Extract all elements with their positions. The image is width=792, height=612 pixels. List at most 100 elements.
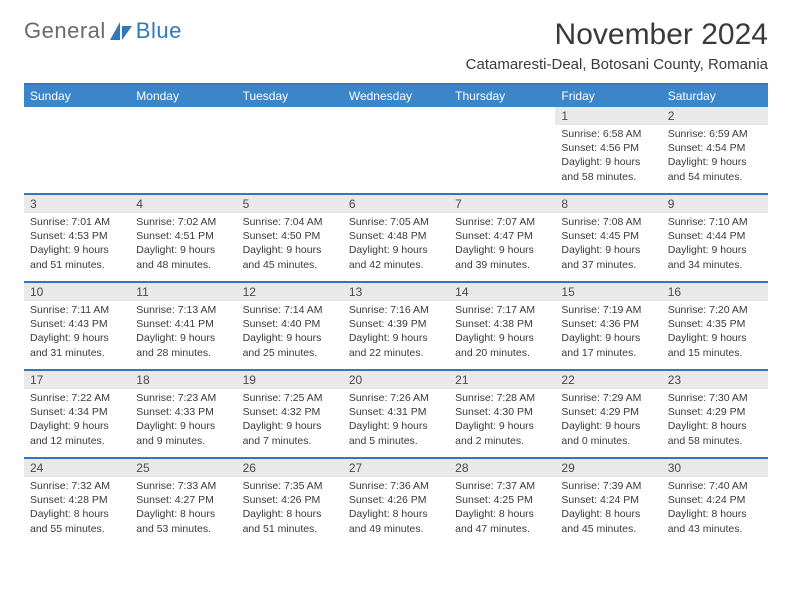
daylight-text: Daylight: 9 hours and 5 minutes. — [349, 419, 443, 447]
sunset-text: Sunset: 4:36 PM — [561, 317, 655, 331]
sunset-text: Sunset: 4:30 PM — [455, 405, 549, 419]
day-details: Sunrise: 7:23 AMSunset: 4:33 PMDaylight:… — [130, 389, 236, 452]
week-row: 24Sunrise: 7:32 AMSunset: 4:28 PMDayligh… — [24, 459, 768, 545]
brand-word-general: General — [24, 18, 106, 44]
day-number: 25 — [130, 459, 236, 477]
day-number — [130, 107, 236, 125]
sunrise-text: Sunrise: 7:16 AM — [349, 303, 443, 317]
sunset-text: Sunset: 4:39 PM — [349, 317, 443, 331]
sunrise-text: Sunrise: 7:25 AM — [243, 391, 337, 405]
day-cell: 15Sunrise: 7:19 AMSunset: 4:36 PMDayligh… — [555, 283, 661, 369]
sunrise-text: Sunrise: 6:59 AM — [668, 127, 762, 141]
sunset-text: Sunset: 4:54 PM — [668, 141, 762, 155]
sunrise-text: Sunrise: 7:39 AM — [561, 479, 655, 493]
sunrise-text: Sunrise: 7:30 AM — [668, 391, 762, 405]
sunset-text: Sunset: 4:26 PM — [349, 493, 443, 507]
sunrise-text: Sunrise: 7:40 AM — [668, 479, 762, 493]
day-cell: 5Sunrise: 7:04 AMSunset: 4:50 PMDaylight… — [237, 195, 343, 281]
day-details: Sunrise: 7:40 AMSunset: 4:24 PMDaylight:… — [662, 477, 768, 540]
week-row: 17Sunrise: 7:22 AMSunset: 4:34 PMDayligh… — [24, 371, 768, 459]
day-cell: 13Sunrise: 7:16 AMSunset: 4:39 PMDayligh… — [343, 283, 449, 369]
day-cell: 29Sunrise: 7:39 AMSunset: 4:24 PMDayligh… — [555, 459, 661, 545]
daylight-text: Daylight: 9 hours and 2 minutes. — [455, 419, 549, 447]
sunrise-text: Sunrise: 7:22 AM — [30, 391, 124, 405]
weekday-header: Sunday — [24, 85, 130, 107]
daylight-text: Daylight: 9 hours and 51 minutes. — [30, 243, 124, 271]
day-cell: 12Sunrise: 7:14 AMSunset: 4:40 PMDayligh… — [237, 283, 343, 369]
sunrise-text: Sunrise: 7:08 AM — [561, 215, 655, 229]
day-details: Sunrise: 7:26 AMSunset: 4:31 PMDaylight:… — [343, 389, 449, 452]
week-row: 1Sunrise: 6:58 AMSunset: 4:56 PMDaylight… — [24, 107, 768, 195]
sunset-text: Sunset: 4:34 PM — [30, 405, 124, 419]
sunset-text: Sunset: 4:32 PM — [243, 405, 337, 419]
day-number: 8 — [555, 195, 661, 213]
day-number: 12 — [237, 283, 343, 301]
day-number: 16 — [662, 283, 768, 301]
day-details: Sunrise: 7:16 AMSunset: 4:39 PMDaylight:… — [343, 301, 449, 364]
daylight-text: Daylight: 8 hours and 45 minutes. — [561, 507, 655, 535]
day-number: 15 — [555, 283, 661, 301]
sunset-text: Sunset: 4:43 PM — [30, 317, 124, 331]
day-number: 21 — [449, 371, 555, 389]
weekday-header: Tuesday — [237, 85, 343, 107]
day-cell — [449, 107, 555, 193]
day-cell: 21Sunrise: 7:28 AMSunset: 4:30 PMDayligh… — [449, 371, 555, 457]
daylight-text: Daylight: 9 hours and 34 minutes. — [668, 243, 762, 271]
day-details: Sunrise: 7:17 AMSunset: 4:38 PMDaylight:… — [449, 301, 555, 364]
day-number: 6 — [343, 195, 449, 213]
daylight-text: Daylight: 9 hours and 58 minutes. — [561, 155, 655, 183]
sunset-text: Sunset: 4:24 PM — [668, 493, 762, 507]
sunrise-text: Sunrise: 7:36 AM — [349, 479, 443, 493]
sunrise-text: Sunrise: 7:10 AM — [668, 215, 762, 229]
sunrise-text: Sunrise: 7:33 AM — [136, 479, 230, 493]
day-details: Sunrise: 7:05 AMSunset: 4:48 PMDaylight:… — [343, 213, 449, 276]
sunrise-text: Sunrise: 7:20 AM — [668, 303, 762, 317]
daylight-text: Daylight: 8 hours and 58 minutes. — [668, 419, 762, 447]
location-subtitle: Catamaresti-Deal, Botosani County, Roman… — [466, 56, 768, 73]
day-details: Sunrise: 7:11 AMSunset: 4:43 PMDaylight:… — [24, 301, 130, 364]
daylight-text: Daylight: 9 hours and 28 minutes. — [136, 331, 230, 359]
daylight-text: Daylight: 8 hours and 53 minutes. — [136, 507, 230, 535]
sunset-text: Sunset: 4:29 PM — [668, 405, 762, 419]
weekday-header-row: Sunday Monday Tuesday Wednesday Thursday… — [24, 85, 768, 107]
day-cell: 23 Sunrise: 7:30 AMSunset: 4:29 PMDayligh… — [662, 371, 768, 457]
sunrise-text: Sunrise: 7:13 AM — [136, 303, 230, 317]
sunrise-text: Sunrise: 7:05 AM — [349, 215, 443, 229]
daylight-text: Daylight: 9 hours and 25 minutes. — [243, 331, 337, 359]
day-details: Sunrise: 7:04 AMSunset: 4:50 PMDaylight:… — [237, 213, 343, 276]
day-cell: 14Sunrise: 7:17 AMSunset: 4:38 PMDayligh… — [449, 283, 555, 369]
weekday-header: Thursday — [449, 85, 555, 107]
sunset-text: Sunset: 4:41 PM — [136, 317, 230, 331]
day-number: 23 — [662, 371, 768, 389]
day-cell: 30Sunrise: 7:40 AMSunset: 4:24 PMDayligh… — [662, 459, 768, 545]
weekday-header: Saturday — [662, 85, 768, 107]
day-number: 3 — [24, 195, 130, 213]
sunrise-text: Sunrise: 7:19 AM — [561, 303, 655, 317]
week-row: 10Sunrise: 7:11 AMSunset: 4:43 PMDayligh… — [24, 283, 768, 371]
weekday-header: Wednesday — [343, 85, 449, 107]
day-number: 10 — [24, 283, 130, 301]
day-number: 19 — [237, 371, 343, 389]
sunset-text: Sunset: 4:48 PM — [349, 229, 443, 243]
sunrise-text: Sunrise: 7:07 AM — [455, 215, 549, 229]
day-cell: 26Sunrise: 7:35 AMSunset: 4:26 PMDayligh… — [237, 459, 343, 545]
day-details: Sunrise: 7:10 AMSunset: 4:44 PMDaylight:… — [662, 213, 768, 276]
header: General Blue November 2024 Catamaresti-D… — [24, 18, 768, 73]
sunset-text: Sunset: 4:26 PM — [243, 493, 337, 507]
day-number: 26 — [237, 459, 343, 477]
sunset-text: Sunset: 4:35 PM — [668, 317, 762, 331]
sunrise-text: Sunrise: 7:17 AM — [455, 303, 549, 317]
day-number: 22 — [555, 371, 661, 389]
day-details: Sunrise: 7:20 AMSunset: 4:35 PMDaylight:… — [662, 301, 768, 364]
daylight-text: Daylight: 8 hours and 49 minutes. — [349, 507, 443, 535]
day-cell — [237, 107, 343, 193]
day-details: Sunrise: 7:22 AMSunset: 4:34 PMDaylight:… — [24, 389, 130, 452]
day-number: 14 — [449, 283, 555, 301]
day-number: 30 — [662, 459, 768, 477]
daylight-text: Daylight: 8 hours and 55 minutes. — [30, 507, 124, 535]
daylight-text: Daylight: 8 hours and 51 minutes. — [243, 507, 337, 535]
daylight-text: Daylight: 9 hours and 42 minutes. — [349, 243, 443, 271]
brand-sail-icon — [108, 20, 134, 42]
daylight-text: Daylight: 9 hours and 9 minutes. — [136, 419, 230, 447]
day-number: 28 — [449, 459, 555, 477]
